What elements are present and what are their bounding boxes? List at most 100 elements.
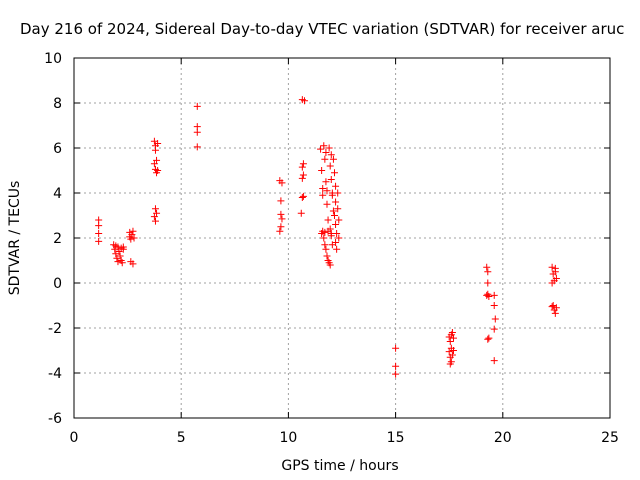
data-point bbox=[448, 351, 456, 359]
data-point bbox=[483, 291, 491, 299]
data-point bbox=[95, 237, 103, 245]
data-point bbox=[319, 191, 327, 199]
data-point bbox=[299, 192, 307, 200]
data-point bbox=[151, 217, 159, 225]
data-point bbox=[324, 216, 332, 224]
data-point bbox=[491, 315, 499, 323]
data-point bbox=[277, 210, 285, 218]
chart-title: Day 216 of 2024, Sidereal Day-to-day VTE… bbox=[20, 20, 624, 38]
data-point bbox=[151, 205, 159, 213]
y-tick-label: 4 bbox=[53, 186, 62, 202]
data-point bbox=[193, 143, 201, 151]
data-point bbox=[333, 245, 341, 253]
data-point bbox=[325, 144, 333, 152]
data-point bbox=[95, 222, 103, 230]
data-point bbox=[129, 227, 137, 235]
data-point bbox=[127, 235, 135, 243]
x-tick-label: 15 bbox=[387, 430, 405, 446]
data-point bbox=[130, 234, 138, 242]
x-tick-label: 10 bbox=[279, 430, 297, 446]
data-point bbox=[112, 242, 120, 250]
data-point bbox=[320, 234, 328, 242]
data-point bbox=[321, 155, 329, 163]
data-point bbox=[484, 335, 492, 343]
data-point bbox=[129, 260, 137, 268]
data-point bbox=[318, 167, 326, 174]
data-point bbox=[490, 302, 498, 309]
data-point bbox=[447, 344, 455, 352]
data-point bbox=[118, 259, 126, 267]
data-point bbox=[323, 200, 331, 208]
data-point bbox=[329, 207, 337, 215]
data-point bbox=[484, 268, 492, 276]
x-tick-label: 25 bbox=[601, 430, 619, 446]
data-point bbox=[276, 227, 284, 235]
data-point bbox=[299, 160, 307, 168]
data-point bbox=[392, 344, 400, 352]
data-point bbox=[278, 215, 286, 223]
axis-ticks: 0 5 10 15 20 25 -6 -4 -2 0 2 4 6 8 10 bbox=[44, 51, 619, 446]
data-point bbox=[320, 142, 328, 150]
data-point bbox=[490, 291, 498, 299]
data-point bbox=[323, 187, 331, 195]
data-point bbox=[330, 169, 338, 177]
data-point bbox=[484, 279, 492, 287]
data-point bbox=[323, 252, 331, 260]
data-point bbox=[116, 252, 124, 260]
y-axis-label: SDTVAR / TECUs bbox=[7, 181, 23, 296]
data-point bbox=[548, 263, 556, 271]
data-point bbox=[297, 209, 305, 217]
data-point bbox=[332, 198, 340, 206]
y-tick-label: 8 bbox=[53, 96, 62, 112]
data-point bbox=[95, 230, 103, 237]
data-point bbox=[483, 263, 491, 271]
data-point bbox=[150, 213, 158, 221]
data-point bbox=[330, 212, 338, 219]
data-point bbox=[332, 182, 340, 190]
data-point bbox=[298, 194, 306, 201]
data-point bbox=[321, 228, 329, 236]
data-point bbox=[327, 151, 335, 159]
data-point bbox=[327, 176, 335, 183]
x-tick-label: 5 bbox=[177, 430, 186, 446]
data-point bbox=[151, 146, 159, 154]
data-point bbox=[335, 234, 343, 242]
data-point bbox=[335, 216, 343, 224]
y-tick-label: -4 bbox=[48, 366, 62, 382]
x-axis-label: GPS time / hours bbox=[281, 458, 398, 474]
data-point bbox=[392, 370, 400, 378]
data-point bbox=[277, 223, 285, 231]
data-point bbox=[298, 174, 306, 182]
data-point bbox=[322, 245, 330, 253]
data-point bbox=[485, 334, 493, 342]
data-point bbox=[298, 163, 306, 171]
data-point bbox=[326, 261, 334, 269]
data-point bbox=[318, 230, 326, 237]
data-point bbox=[317, 145, 325, 153]
data-point bbox=[548, 303, 556, 311]
data-point bbox=[332, 221, 340, 228]
y-tick-label: 2 bbox=[53, 231, 62, 247]
grid bbox=[74, 58, 610, 418]
data-point bbox=[299, 171, 307, 179]
data-point bbox=[154, 167, 162, 174]
y-tick-label: 10 bbox=[44, 51, 62, 67]
data-point bbox=[328, 189, 336, 197]
data-point bbox=[150, 160, 158, 168]
y-tick-label: 6 bbox=[53, 141, 62, 157]
data-point bbox=[490, 357, 498, 365]
data-points bbox=[95, 96, 560, 378]
data-point bbox=[446, 338, 454, 345]
data-point bbox=[332, 239, 340, 246]
x-tick-label: 20 bbox=[494, 430, 512, 446]
data-point bbox=[392, 362, 400, 370]
data-point bbox=[327, 230, 335, 237]
data-point bbox=[319, 185, 327, 192]
data-point bbox=[548, 279, 556, 287]
data-point bbox=[321, 241, 329, 249]
data-point bbox=[551, 264, 559, 272]
data-point bbox=[490, 325, 498, 333]
data-point bbox=[114, 258, 122, 266]
data-point bbox=[329, 155, 337, 163]
